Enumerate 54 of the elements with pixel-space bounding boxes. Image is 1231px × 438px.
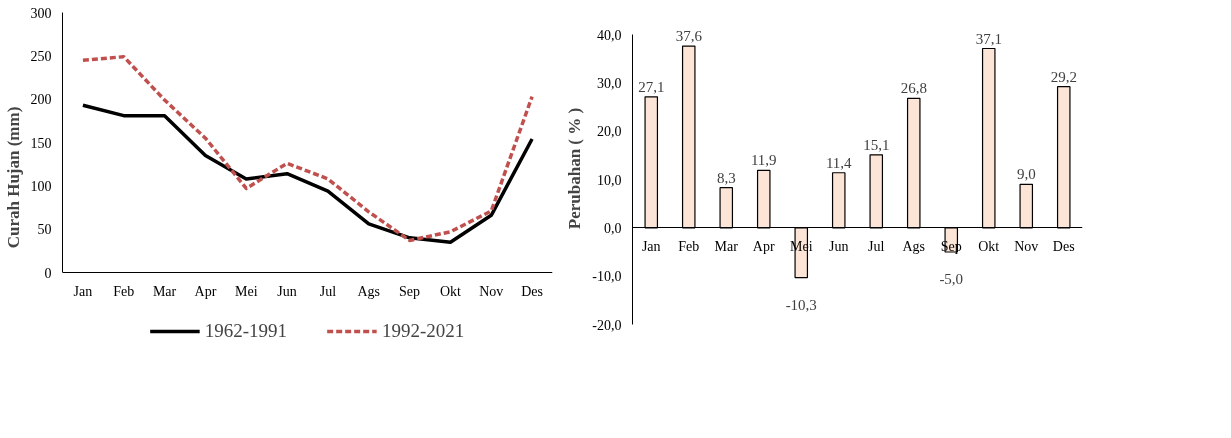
data-label: -5,0 (939, 271, 964, 287)
y-tick-label: 300 (30, 5, 52, 21)
x-tick-label: Mar (152, 283, 177, 299)
x-tick-label: Jul (868, 238, 885, 254)
data-label: 11,4 (825, 154, 853, 171)
data-label: 8,3 (716, 169, 736, 186)
y-tick-label: 200 (30, 92, 52, 108)
y-tick-label: 150 (30, 135, 52, 151)
x-tick-label: Mar (714, 238, 739, 254)
data-label: 37,6 (675, 28, 703, 45)
x-tick-label: Nov (1014, 238, 1039, 254)
y-axis-title: Curah Hujan (mm) (3, 106, 23, 249)
data-label: 11,9 (750, 152, 777, 169)
y-axis-title: Perubahan ( % ) (565, 107, 585, 230)
x-tick-label: Feb (678, 238, 700, 254)
data-label: 15,1 (863, 136, 890, 153)
y-tick-label: 30,0 (597, 75, 622, 91)
data-label: 27,1 (638, 78, 665, 95)
x-tick-label: Sep (399, 283, 421, 299)
data-label: 9,0 (1016, 166, 1036, 183)
x-tick-label: Jan (73, 283, 93, 299)
y-tick-label: -10,0 (592, 269, 622, 285)
y-tick-label: 0 (44, 265, 52, 281)
legend-label: 1962-1991 (204, 320, 287, 342)
x-tick-label: Feb (113, 283, 135, 299)
x-tick-label: Jun (829, 238, 849, 254)
x-tick-label: Apr (194, 283, 217, 299)
y-tick-label: -20,0 (592, 317, 622, 333)
y-tick-label: 100 (30, 178, 52, 194)
y-tick-label: 250 (30, 48, 52, 64)
x-tick-label: Okt (978, 238, 1000, 254)
x-tick-label: Mei (234, 283, 258, 299)
x-tick-label: Nov (479, 283, 504, 299)
y-tick-label: 50 (37, 222, 52, 238)
x-tick-label: Jul (319, 283, 337, 299)
x-tick-label: Apr (752, 238, 775, 254)
x-tick-label: Des (1052, 238, 1075, 254)
line-series (81, 103, 534, 244)
data-label: 26,8 (900, 80, 927, 97)
data-label: 29,2 (1050, 68, 1077, 85)
x-tick-label: Des (521, 283, 543, 299)
data-label: -10,3 (785, 296, 817, 313)
y-tick-label: 40,0 (597, 27, 622, 43)
x-tick-label: Jun (277, 283, 297, 299)
y-tick-label: 10,0 (597, 172, 622, 188)
legend-label: 1992-2021 (382, 320, 465, 342)
x-tick-label: Jan (641, 238, 661, 254)
x-tick-label: Ags (357, 283, 381, 299)
x-tick-label: Ags (902, 238, 926, 254)
y-tick-label: 20,0 (597, 124, 622, 140)
data-label: 37,1 (975, 30, 1002, 47)
x-tick-label: Okt (439, 283, 462, 299)
line-series (81, 54, 534, 243)
y-tick-label: 0,0 (604, 220, 622, 236)
